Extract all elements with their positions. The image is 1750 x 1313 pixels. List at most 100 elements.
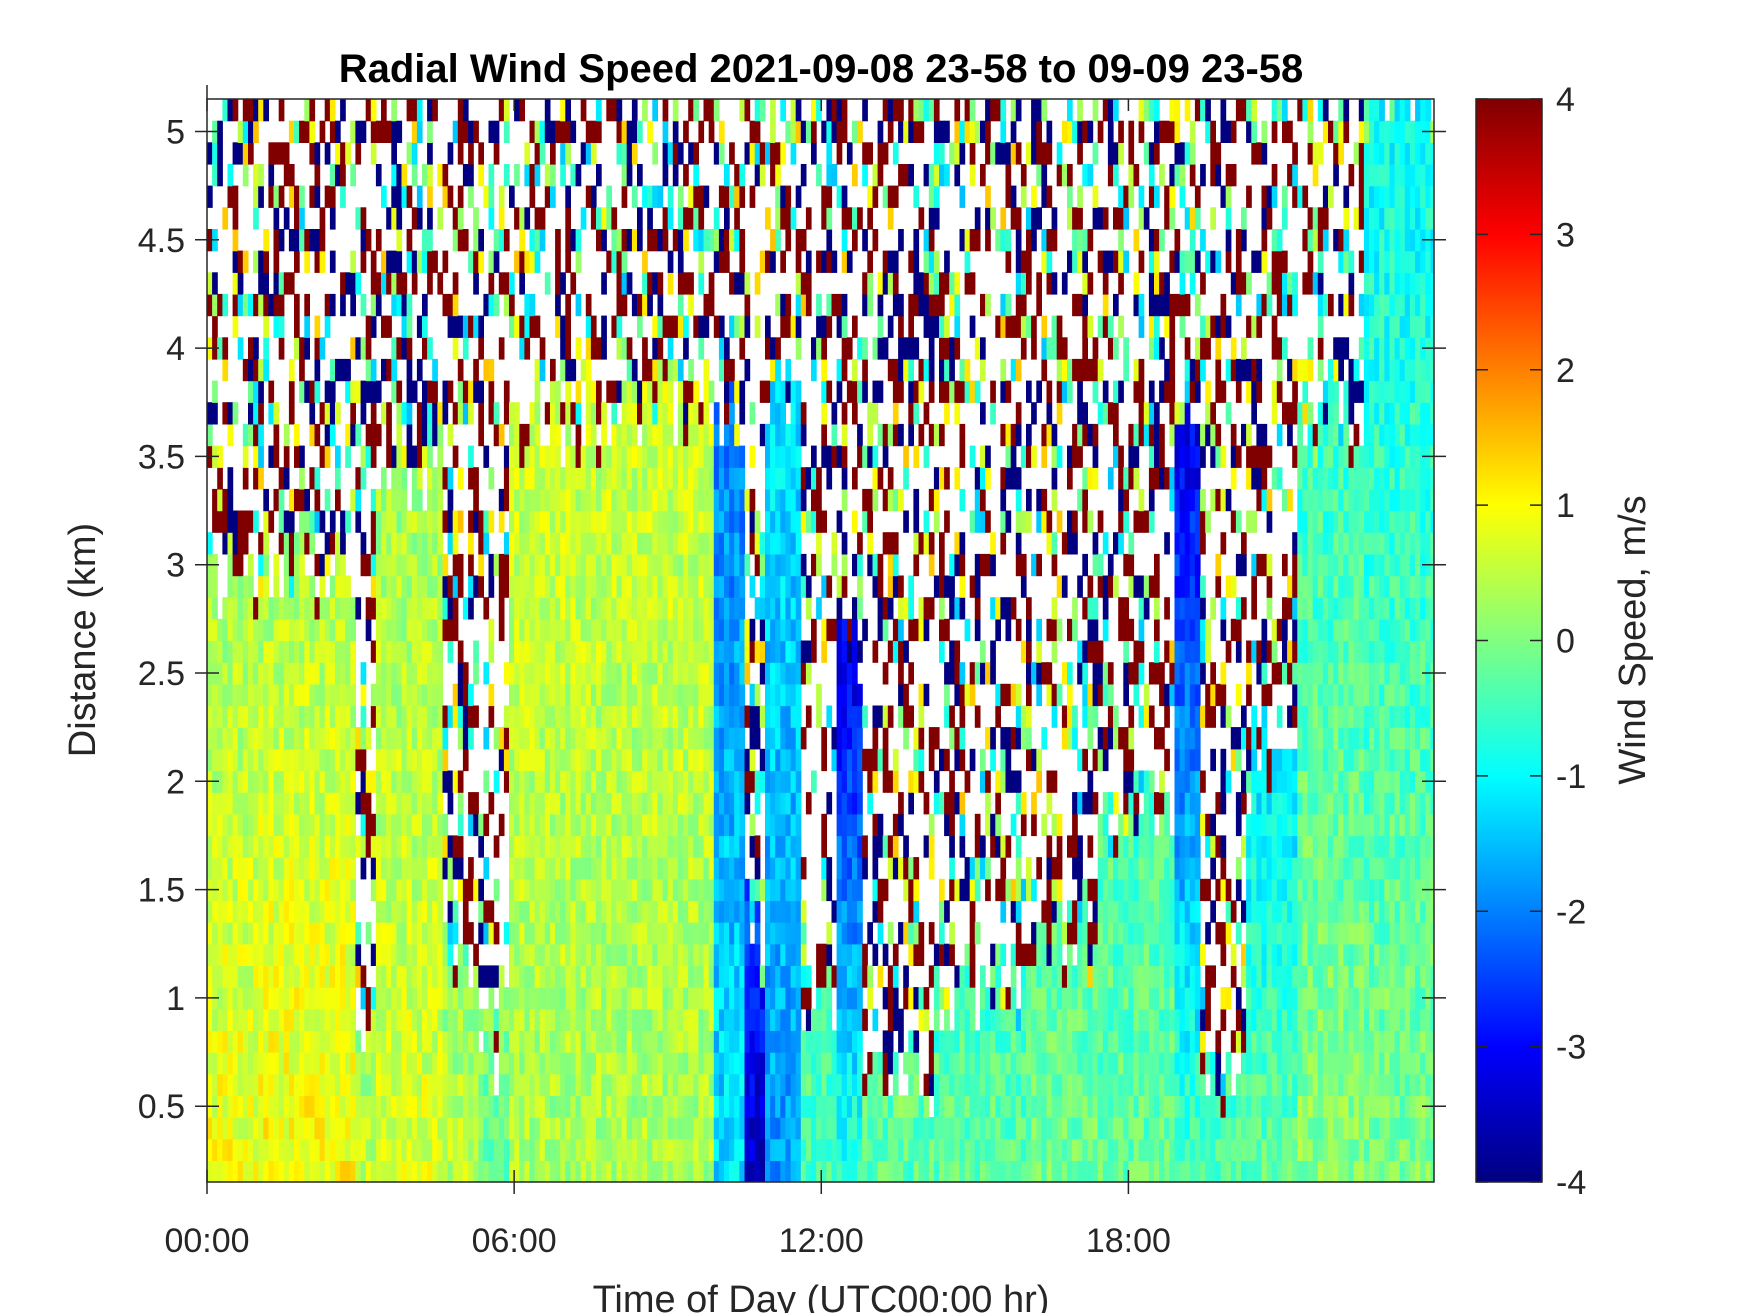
heatmap-cell (340, 878, 346, 902)
heatmap-cell (765, 142, 771, 165)
heatmap-cell (457, 640, 464, 663)
heatmap-cell (329, 1052, 336, 1075)
heatmap-cell (724, 185, 730, 208)
heatmap-cell (611, 748, 618, 772)
heatmap-cell (626, 705, 633, 728)
heatmap-cell (524, 553, 531, 577)
heatmap-cell (785, 813, 792, 837)
heatmap-cell (565, 683, 571, 707)
heatmap-cell (468, 987, 474, 1010)
heatmap-cell (319, 337, 326, 360)
heatmap-cell (411, 553, 418, 577)
heatmap-cell (775, 987, 781, 1010)
heatmap-cell (698, 575, 705, 598)
heatmap-cell (217, 943, 223, 966)
heatmap-cell (401, 1073, 408, 1096)
heatmap-cell (360, 1138, 367, 1161)
heatmap-cell (360, 705, 367, 728)
heatmap-cell (852, 380, 858, 403)
heatmap-cell (734, 597, 740, 620)
heatmap-cell (729, 1160, 735, 1182)
heatmap-cell (335, 792, 341, 815)
heatmap-cell (227, 662, 234, 685)
heatmap-cell (713, 510, 720, 533)
heatmap-cell (734, 813, 740, 837)
heatmap-cell (335, 1052, 341, 1075)
heatmap-cell (401, 575, 408, 598)
heatmap-cell (616, 272, 623, 295)
heatmap-cell (350, 1095, 356, 1118)
heatmap-cell (212, 597, 218, 620)
heatmap-cell (713, 705, 720, 728)
heatmap-cell (672, 813, 679, 837)
heatmap-cell (237, 553, 244, 577)
heatmap-cell (299, 467, 305, 490)
heatmap-cell (688, 467, 694, 490)
heatmap-cell (309, 770, 316, 793)
heatmap-cell (452, 229, 459, 252)
heatmap-cell (422, 293, 428, 317)
heatmap-cell (693, 185, 699, 208)
heatmap-cell (222, 987, 229, 1010)
heatmap-cell (232, 965, 239, 988)
heatmap-cell (370, 1030, 377, 1053)
heatmap-cell (698, 1095, 705, 1118)
heatmap-cell (657, 229, 664, 252)
heatmap-cell (355, 792, 362, 815)
heatmap-cell (365, 553, 372, 577)
heatmap-cell (862, 488, 868, 512)
heatmap-cell (324, 792, 331, 815)
heatmap-cell (534, 553, 541, 577)
heatmap-cell (212, 1052, 218, 1075)
heatmap-cell (621, 532, 628, 555)
heatmap-cell (462, 943, 469, 966)
heatmap-cell (258, 857, 264, 880)
heatmap-cell (212, 857, 218, 880)
heatmap-cell (642, 792, 648, 815)
heatmap-cell (754, 770, 761, 793)
heatmap-cell (550, 358, 556, 382)
heatmap-cell (288, 510, 295, 533)
heatmap-cell (790, 510, 797, 533)
heatmap-cell (391, 250, 397, 273)
heatmap-cell (606, 1073, 612, 1096)
heatmap-cell (524, 423, 531, 447)
heatmap-cell (698, 553, 705, 577)
heatmap-cell (406, 1160, 413, 1182)
heatmap-cell (631, 1160, 638, 1182)
heatmap-cell (657, 965, 664, 988)
heatmap-cell (601, 878, 607, 902)
heatmap-cell (729, 640, 735, 663)
heatmap-cell (657, 857, 664, 880)
heatmap-cell (427, 878, 433, 902)
heatmap-cell (242, 748, 249, 772)
heatmap-cell (329, 987, 336, 1010)
heatmap-cell (739, 965, 746, 988)
heatmap-cell (698, 597, 705, 620)
heatmap-cell (734, 1095, 740, 1118)
heatmap-cell (360, 402, 367, 425)
heatmap-cell (596, 748, 602, 772)
heatmap-cell (242, 1117, 249, 1140)
heatmap-cell (652, 965, 658, 988)
heatmap-cell (309, 987, 316, 1010)
heatmap-cell (754, 1138, 761, 1161)
heatmap-cell (304, 293, 310, 317)
heatmap-cell (811, 488, 817, 512)
heatmap-cell (309, 813, 316, 837)
heatmap-cell (857, 748, 863, 772)
heatmap-cell (677, 987, 684, 1010)
heatmap-cell (539, 813, 546, 837)
heatmap-cell (248, 857, 254, 880)
heatmap-cell (662, 683, 669, 707)
heatmap-cell (575, 488, 582, 512)
heatmap-cell (642, 662, 648, 685)
heatmap-cell (826, 185, 833, 208)
heatmap-cell (350, 922, 356, 945)
heatmap-cell (770, 857, 776, 880)
heatmap-cell (816, 987, 822, 1010)
heatmap-cell (370, 683, 377, 707)
heatmap-cell (237, 1117, 244, 1140)
heatmap-cell (785, 315, 792, 338)
heatmap-cell (396, 792, 403, 815)
